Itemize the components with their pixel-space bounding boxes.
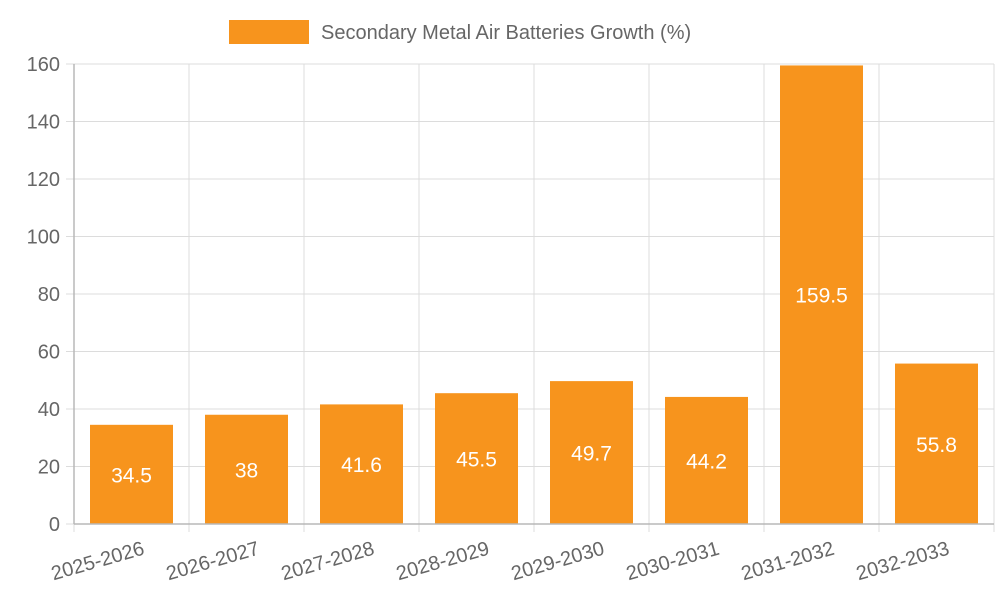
data-label: 44.2 <box>686 450 727 473</box>
data-label: 38 <box>235 459 258 482</box>
x-tick-label: 2029-2030 <box>509 538 607 586</box>
x-tick-label: 2031-2032 <box>739 538 837 586</box>
data-label: 45.5 <box>456 449 497 472</box>
data-label: 159.5 <box>795 285 848 308</box>
y-tick-label: 0 <box>49 514 60 536</box>
y-tick-label: 20 <box>38 457 60 479</box>
bar[interactable] <box>550 381 633 524</box>
y-tick-label: 140 <box>27 112 60 134</box>
data-label: 41.6 <box>341 454 382 477</box>
legend[interactable]: Secondary Metal Air Batteries Growth (%) <box>229 20 691 44</box>
bars: 34.5 38 41.6 45.5 49.7 44.2 159.5 55.8 <box>90 65 978 524</box>
x-tick-label: 2028-2029 <box>394 538 492 586</box>
y-tick-label: 100 <box>27 227 60 249</box>
legend-label: Secondary Metal Air Batteries Growth (%) <box>321 22 691 44</box>
data-label: 49.7 <box>571 443 612 466</box>
y-tick-label: 160 <box>27 54 60 76</box>
y-tick-label: 40 <box>38 399 60 421</box>
x-axis-ticks: 2025-2026 2026-2027 2027-2028 2028-2029 2029… <box>49 538 952 586</box>
axes <box>73 64 994 525</box>
y-tick-label: 60 <box>38 342 60 364</box>
y-tick-label: 80 <box>38 284 60 306</box>
x-tick-label: 2027-2028 <box>279 538 377 586</box>
bar[interactable] <box>895 363 978 524</box>
data-label: 34.5 <box>111 464 152 487</box>
bar[interactable] <box>780 65 863 524</box>
y-axis-ticks: 0 20 40 60 80 100 120 140 160 <box>27 54 60 536</box>
y-tick-label: 120 <box>27 169 60 191</box>
bar[interactable] <box>320 404 403 524</box>
x-tick-label: 2030-2031 <box>624 538 722 586</box>
data-label: 55.8 <box>916 434 957 457</box>
x-tick-label: 2032-2033 <box>854 538 952 586</box>
bar[interactable] <box>665 396 748 524</box>
bar[interactable] <box>205 414 288 524</box>
bar[interactable] <box>90 424 173 524</box>
x-tick-label: 2026-2027 <box>164 538 262 586</box>
x-tick-label: 2025-2026 <box>49 538 147 586</box>
bar[interactable] <box>435 393 518 524</box>
legend-swatch <box>229 20 309 44</box>
